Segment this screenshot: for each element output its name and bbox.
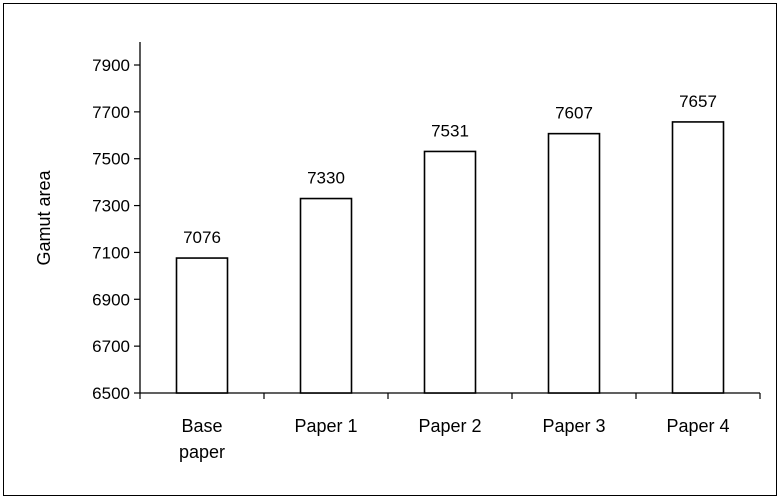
x-category-label: paper xyxy=(179,442,225,462)
x-category-label: Paper 3 xyxy=(542,416,605,436)
x-category-label: Base xyxy=(181,416,222,436)
x-category-label: Paper 2 xyxy=(418,416,481,436)
chart-frame xyxy=(3,3,777,496)
bar xyxy=(547,132,601,394)
y-axis-label: Gamut area xyxy=(34,169,54,265)
y-axis-ticks: 6500 6700 6900 7100 7300 7500 7700 7900 xyxy=(92,56,140,403)
bar xyxy=(299,197,353,394)
y-tick-label: 7100 xyxy=(92,243,130,262)
data-labels: 7076 7330 7531 7607 7657 xyxy=(183,92,717,247)
data-label: 7076 xyxy=(183,228,221,247)
y-tick-label: 6700 xyxy=(92,337,130,356)
data-label: 7657 xyxy=(679,92,717,111)
y-tick-label: 6500 xyxy=(92,384,130,403)
y-tick-label: 7900 xyxy=(92,56,130,75)
bars xyxy=(175,121,725,394)
bar xyxy=(175,257,229,394)
bar xyxy=(423,150,477,394)
x-category-label: Paper 1 xyxy=(294,416,357,436)
y-tick-label: 7500 xyxy=(92,150,130,169)
y-tick-label: 6900 xyxy=(92,290,130,309)
data-label: 7330 xyxy=(307,169,345,188)
y-tick-label: 7700 xyxy=(92,103,130,122)
y-tick-label: 7300 xyxy=(92,197,130,216)
bar xyxy=(671,121,725,394)
data-label: 7531 xyxy=(431,121,469,140)
x-category-label: Paper 4 xyxy=(666,416,729,436)
data-label: 7607 xyxy=(555,104,593,123)
x-axis-categories: Base paper Paper 1 Paper 2 Paper 3 Paper 4 xyxy=(179,416,730,462)
